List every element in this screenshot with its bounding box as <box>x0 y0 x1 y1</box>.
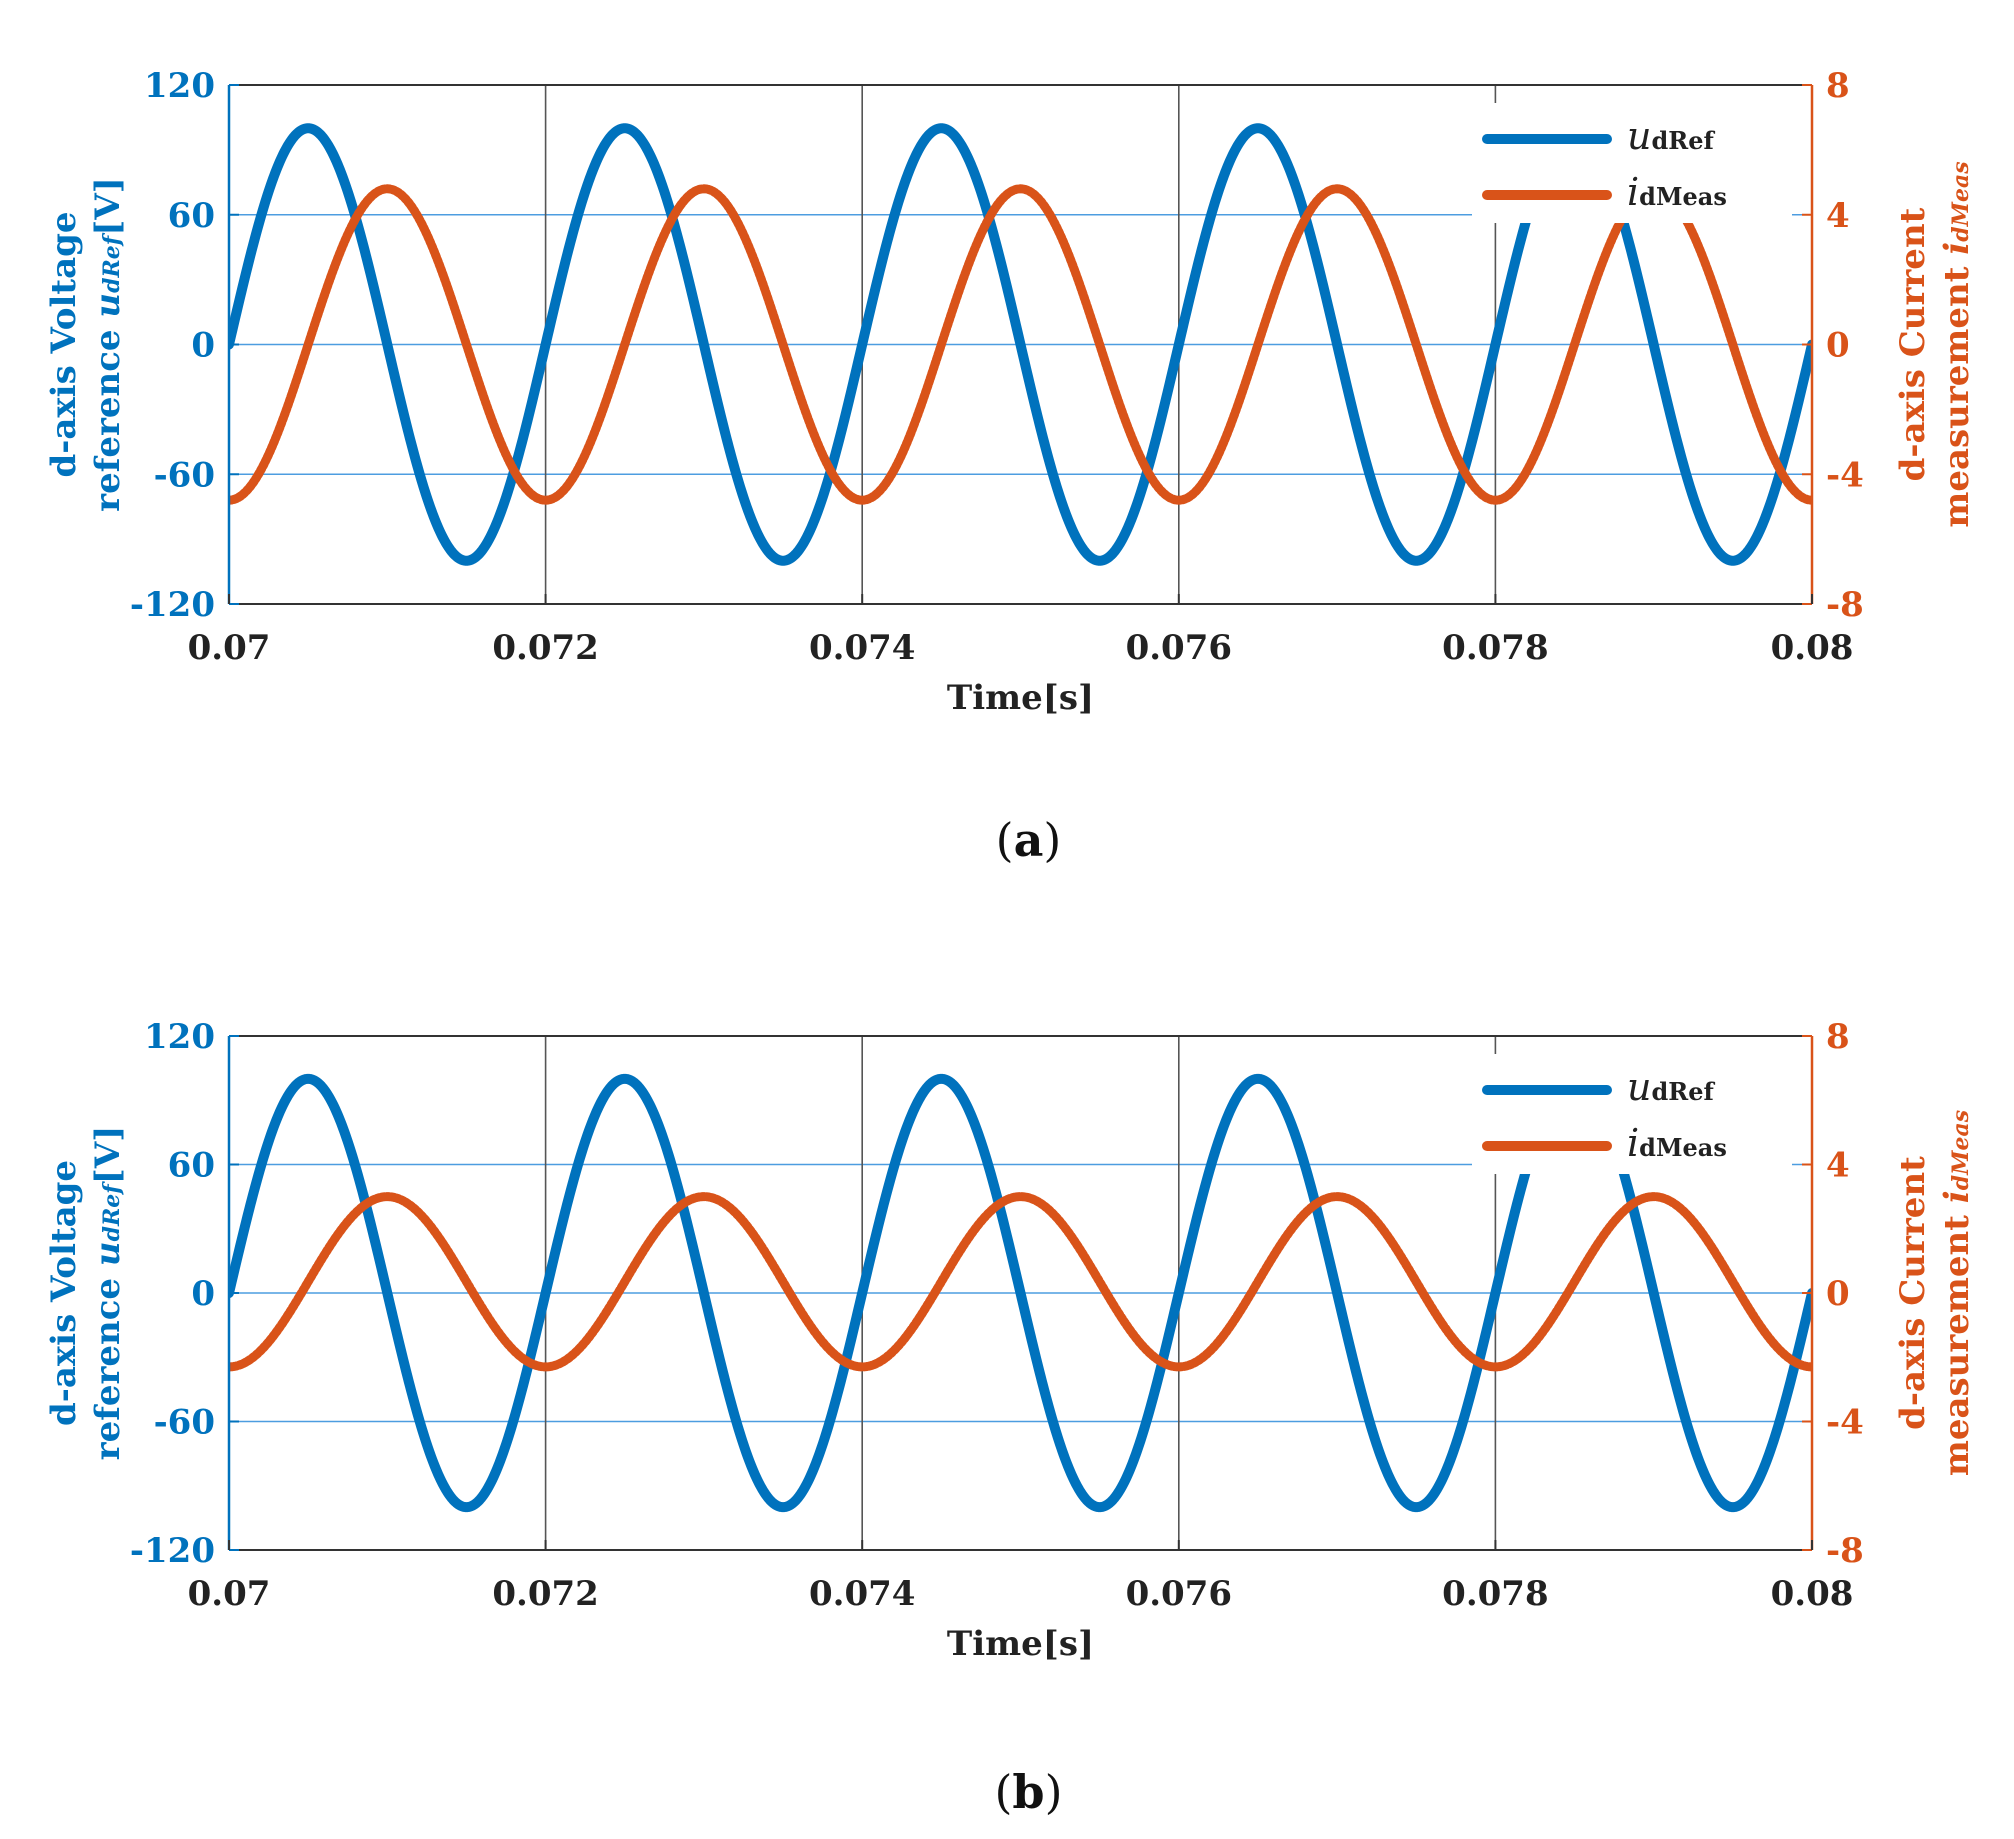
legend-box <box>1472 1054 1792 1174</box>
y-axis-right-label: d-axis Current measurement idMeas <box>1893 161 1977 527</box>
ytick-right-label: 0 <box>1826 326 1850 366</box>
ytick-right-label: 8 <box>1826 66 1850 106</box>
ytick-left-label: 0 <box>191 1274 215 1314</box>
xtick-label: 0.074 <box>809 1574 915 1614</box>
ytick-left-label: 0 <box>191 326 215 366</box>
ytick-left-label: -120 <box>130 1531 215 1571</box>
x-axis-label: Time[s] <box>947 1624 1094 1664</box>
ytick-right-label: 4 <box>1826 1146 1850 1186</box>
chart-panel-b: 120 60 0 -60 -120 8 4 0 -4 -8 0.07 0.072 0.074 0.076 0… <box>44 1017 1977 1819</box>
legend-box <box>1472 103 1792 223</box>
xtick-label: 0.076 <box>1126 1574 1232 1614</box>
ytick-left-label: 60 <box>168 1146 215 1186</box>
ytick-right-label: 4 <box>1826 196 1850 236</box>
series-line-idMeas <box>229 1192 1812 1372</box>
ytick-left-label: -60 <box>154 455 215 495</box>
ytick-right-label: 0 <box>1826 1274 1850 1314</box>
ytick-left-label: 120 <box>144 66 215 106</box>
chart-panel-a: 120 60 0 -60 -120 8 4 0 -4 -8 0.07 0.072 0.074 0.076 0… <box>44 66 1977 867</box>
panel-caption: (b) <box>994 1765 1062 1819</box>
xtick-label: 0.07 <box>188 1574 271 1614</box>
ytick-right-label: -8 <box>1826 585 1864 625</box>
xtick-label: 0.078 <box>1442 1574 1548 1614</box>
xtick-label: 0.074 <box>809 628 915 668</box>
ytick-right-label: -4 <box>1826 455 1864 495</box>
ytick-right-label: -8 <box>1826 1531 1864 1571</box>
ytick-left-label: -120 <box>130 585 215 625</box>
xtick-label: 0.072 <box>492 1574 598 1614</box>
legend: udRef idMeas <box>1472 1054 1792 1174</box>
legend: udRef idMeas <box>1472 103 1792 223</box>
ytick-left-label: 120 <box>144 1017 215 1057</box>
y-axis-left-label: d-axis Voltage reference udRef[V] <box>44 177 128 512</box>
y-axis-right-label: d-axis Current measurement idMeas <box>1893 1110 1977 1476</box>
series-line-idMeas <box>229 184 1812 505</box>
ytick-left-label: 60 <box>168 196 215 236</box>
legend-label-udRef: udRef <box>1627 114 1715 158</box>
legend-label-udRef: udRef <box>1627 1065 1715 1109</box>
xtick-label: 0.076 <box>1126 628 1232 668</box>
ytick-right-label: -4 <box>1826 1403 1864 1443</box>
ytick-right-label: 8 <box>1826 1017 1850 1057</box>
panel-caption: (a) <box>996 813 1062 867</box>
xtick-label: 0.07 <box>188 628 271 668</box>
legend-label-idMeas: idMeas <box>1627 170 1727 214</box>
xtick-label: 0.072 <box>492 628 598 668</box>
xtick-label: 0.078 <box>1442 628 1548 668</box>
ytick-left-label: -60 <box>154 1403 215 1443</box>
y-axis-left-label: d-axis Voltage reference udRef[V] <box>44 1126 128 1461</box>
x-axis-label: Time[s] <box>947 678 1094 718</box>
xtick-label: 0.08 <box>1771 628 1854 668</box>
legend-label-idMeas: idMeas <box>1627 1121 1727 1165</box>
xtick-label: 0.08 <box>1771 1574 1854 1614</box>
